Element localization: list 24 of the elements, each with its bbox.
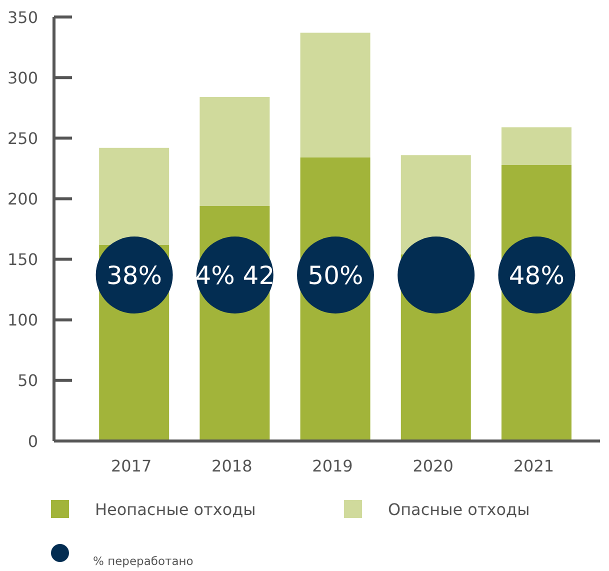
bar bbox=[99, 148, 170, 245]
bar bbox=[200, 96, 270, 206]
x-tick-label: 2020 bbox=[412, 456, 454, 476]
x-tick-label: 2018 bbox=[212, 456, 252, 476]
annotation: 38% bbox=[106, 261, 162, 290]
bar bbox=[300, 32, 370, 158]
y-tick-label: 150 bbox=[7, 250, 38, 270]
legend-label: % переработано bbox=[93, 554, 194, 568]
y-tick-label: 50 bbox=[18, 371, 38, 390]
y-tick-label: 0 bbox=[28, 432, 38, 451]
bar bbox=[501, 127, 572, 165]
x-tick-label: 2021 bbox=[513, 456, 554, 476]
legend-label: Неопасные отходы bbox=[95, 500, 256, 518]
y-tick-label: 300 bbox=[7, 68, 38, 88]
y-tick-label: 100 bbox=[7, 310, 38, 330]
y-tick-label: 350 bbox=[7, 8, 38, 27]
annotation: 48% bbox=[508, 261, 564, 290]
annotation: 50% bbox=[308, 261, 364, 290]
annotation: 4% 42 bbox=[195, 261, 275, 290]
x-tick-label: 2019 bbox=[312, 456, 353, 476]
y-tick-label: 250 bbox=[7, 128, 38, 148]
y-tick-label: 200 bbox=[7, 189, 38, 208]
x-tick-label: 2017 bbox=[110, 456, 152, 476]
legend-label: Опасные отходы bbox=[388, 500, 530, 518]
